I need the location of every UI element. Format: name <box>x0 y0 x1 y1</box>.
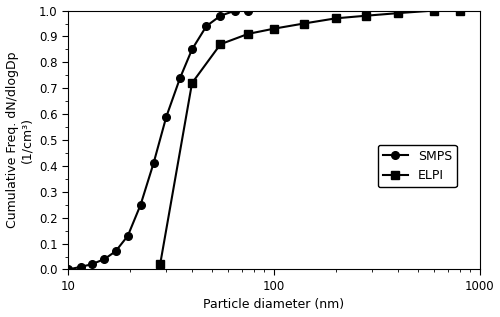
SMPS <box>204 24 210 28</box>
X-axis label: Particle diameter (nm): Particle diameter (nm) <box>204 298 344 311</box>
SMPS <box>245 9 251 12</box>
SMPS <box>138 203 143 207</box>
ELPI <box>333 16 339 20</box>
SMPS <box>125 234 131 238</box>
ELPI <box>218 42 224 46</box>
SMPS <box>78 265 84 269</box>
ELPI <box>395 11 401 15</box>
SMPS <box>150 161 156 165</box>
Legend: SMPS, ELPI: SMPS, ELPI <box>378 145 457 187</box>
SMPS <box>65 268 71 271</box>
SMPS <box>102 257 107 261</box>
ELPI <box>245 32 251 36</box>
ELPI <box>431 9 437 12</box>
Y-axis label: Cumulative Freq. dN/dlogDp
(1/cm³): Cumulative Freq. dN/dlogDp (1/cm³) <box>6 52 34 228</box>
ELPI <box>157 262 163 266</box>
ELPI <box>363 14 369 18</box>
SMPS <box>112 249 118 253</box>
SMPS <box>232 9 238 12</box>
ELPI <box>456 9 462 12</box>
ELPI <box>301 22 307 25</box>
ELPI <box>271 27 277 30</box>
SMPS <box>189 48 195 51</box>
Line: SMPS: SMPS <box>64 7 252 273</box>
SMPS <box>177 76 183 80</box>
ELPI <box>189 81 195 85</box>
Line: ELPI: ELPI <box>156 7 464 268</box>
SMPS <box>164 115 170 119</box>
SMPS <box>88 262 94 266</box>
SMPS <box>218 14 224 18</box>
